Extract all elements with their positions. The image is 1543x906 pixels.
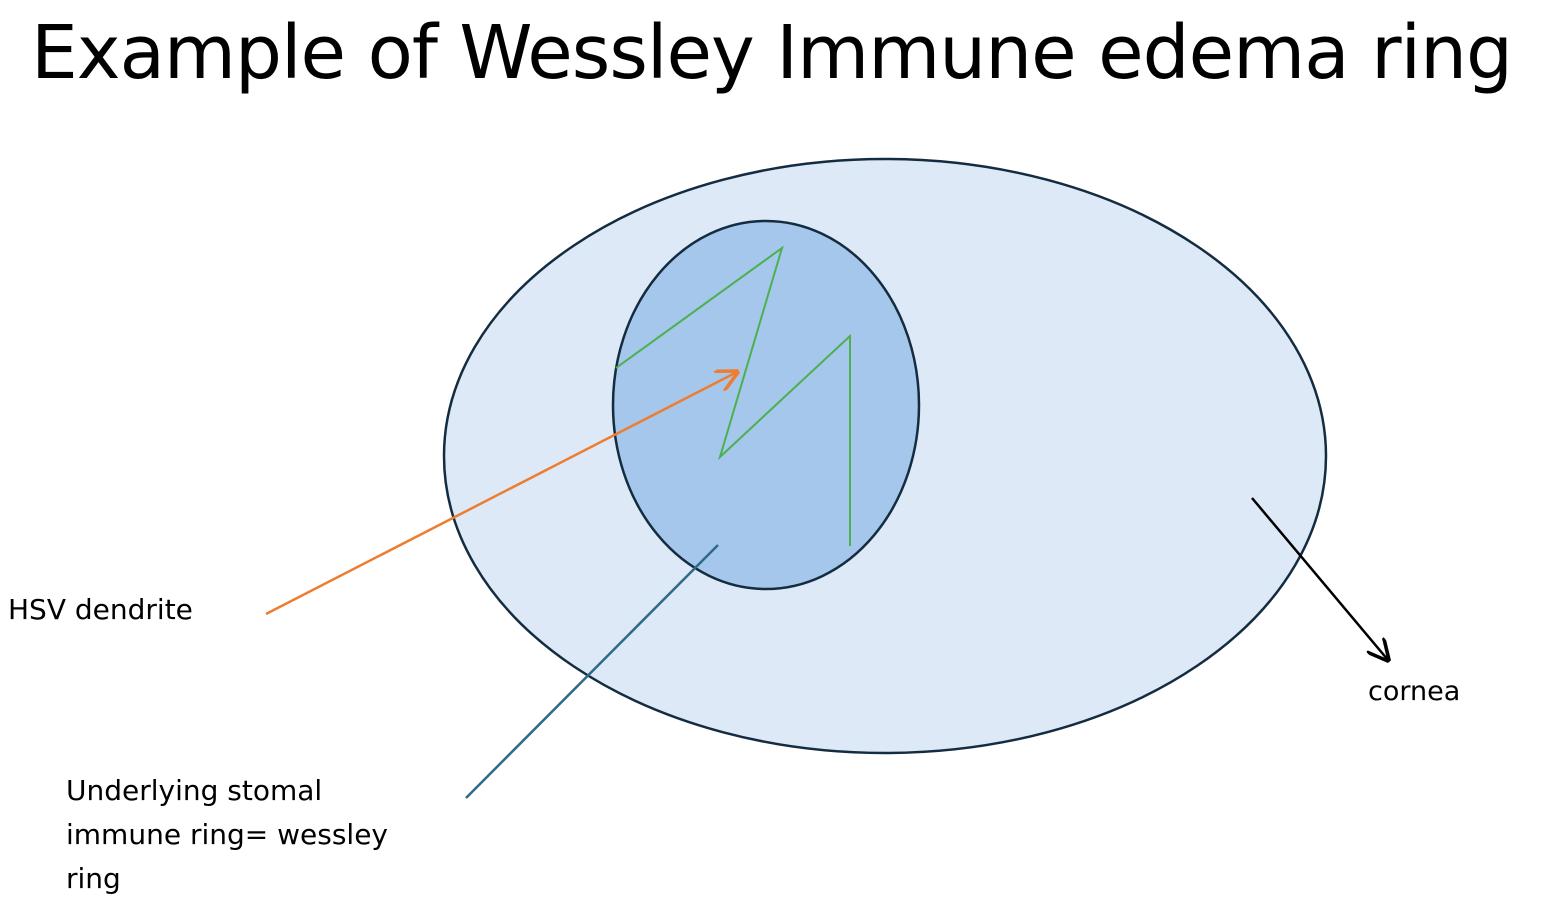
immune-ring-label-line-2: immune ring= wessley	[66, 818, 388, 851]
cornea-label: cornea	[1368, 676, 1461, 707]
immune-ring-label-line-3: ring	[66, 862, 121, 895]
immune-ring-ellipse	[611, 219, 921, 591]
cornea-arrow	[1251, 497, 1388, 660]
hsv-dendrite-label: HSV dendrite	[8, 593, 193, 626]
immune-ring-label: Underlying stomal immune ring= wessley r…	[66, 769, 388, 901]
hsv-dendrite-arrow	[265, 372, 737, 616]
immune-ring-label-line-1: Underlying stomal	[66, 774, 323, 807]
immune-ring-pointer	[465, 544, 719, 799]
diagram-title: Example of Wessley Immune edema ring	[31, 10, 1513, 96]
hsv-dendrite-line	[615, 245, 851, 546]
